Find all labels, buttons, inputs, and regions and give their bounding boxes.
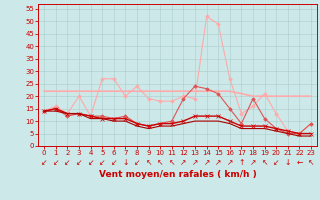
Text: ↗: ↗ xyxy=(192,158,198,167)
Text: ↙: ↙ xyxy=(87,158,94,167)
Text: ↙: ↙ xyxy=(99,158,105,167)
Text: ↗: ↗ xyxy=(227,158,233,167)
Text: ↙: ↙ xyxy=(76,158,82,167)
Text: ↙: ↙ xyxy=(111,158,117,167)
Text: ↓: ↓ xyxy=(284,158,291,167)
Text: ↙: ↙ xyxy=(134,158,140,167)
Text: ↖: ↖ xyxy=(308,158,314,167)
Text: ↙: ↙ xyxy=(52,158,59,167)
Text: ↓: ↓ xyxy=(122,158,129,167)
Text: ↙: ↙ xyxy=(64,158,71,167)
X-axis label: Vent moyen/en rafales ( km/h ): Vent moyen/en rafales ( km/h ) xyxy=(99,170,256,179)
Text: ←: ← xyxy=(296,158,303,167)
Text: ↖: ↖ xyxy=(169,158,175,167)
Text: ↙: ↙ xyxy=(273,158,279,167)
Text: ↗: ↗ xyxy=(215,158,221,167)
Text: ↙: ↙ xyxy=(41,158,47,167)
Text: ↖: ↖ xyxy=(261,158,268,167)
Text: ↗: ↗ xyxy=(204,158,210,167)
Text: ↖: ↖ xyxy=(157,158,164,167)
Text: ↑: ↑ xyxy=(238,158,244,167)
Text: ↗: ↗ xyxy=(250,158,256,167)
Text: ↖: ↖ xyxy=(145,158,152,167)
Text: ↗: ↗ xyxy=(180,158,187,167)
